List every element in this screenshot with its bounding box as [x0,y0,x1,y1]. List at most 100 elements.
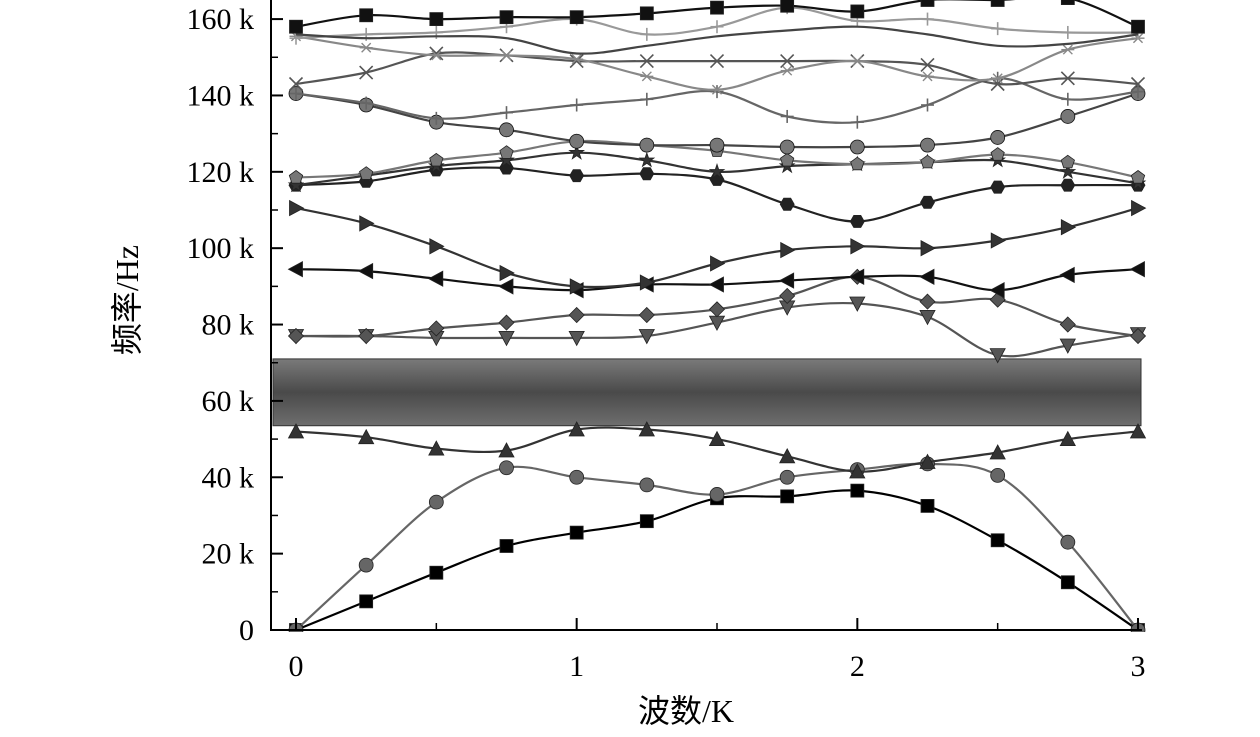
data-point [850,56,864,67]
data-point [920,499,935,513]
data-point [429,50,443,61]
data-point [710,0,724,15]
data-point [359,42,373,53]
data-point [639,477,655,493]
data-point [1131,199,1147,217]
data-point [1059,338,1076,354]
data-point [498,151,515,168]
data-point [1059,316,1076,333]
data-point [1060,109,1076,124]
data-point [709,487,725,502]
data-point [428,494,444,510]
y-tick-label: 140 k [187,79,255,112]
data-point [638,329,655,345]
data-point [849,214,865,228]
series-layer [287,0,1147,632]
data-point [1060,178,1076,192]
data-point [919,309,936,326]
data-point [359,215,375,232]
data-point [569,278,586,295]
data-point [709,137,725,153]
data-point [499,539,514,553]
data-point [428,320,445,337]
data-point [709,54,725,69]
series-11 [288,86,1146,155]
data-point [499,264,515,282]
data-point [920,195,935,209]
data-point [709,172,725,186]
band-gap [272,358,1142,427]
data-point [569,169,585,183]
data-point [429,111,443,125]
data-point [287,176,305,193]
band-gap-layer [272,358,1142,427]
data-point [989,282,1005,299]
data-point [287,261,303,278]
data-point [359,166,374,180]
data-point [779,287,796,304]
data-point [920,240,936,257]
data-point [990,467,1006,483]
data-point [991,22,1005,36]
data-point [359,96,373,110]
data-point [569,525,584,540]
data-point [850,238,866,255]
data-point [1059,266,1075,284]
y-tick-label: 160 k [187,3,255,36]
data-point [639,6,654,21]
data-point [920,0,935,7]
data-point [1059,430,1076,447]
data-point [1129,261,1145,278]
data-point [848,268,865,285]
data-point [1129,327,1147,345]
data-point [1060,154,1075,169]
data-point [499,10,514,25]
data-point [921,98,934,112]
data-point [289,19,303,34]
data-point [289,31,303,45]
data-point [990,533,1005,548]
data-point [1061,44,1075,55]
data-point [1129,423,1147,439]
data-point [1061,25,1075,39]
data-point [568,330,585,347]
data-point [920,154,935,169]
data-point [849,463,866,479]
data-point [850,4,865,19]
data-point [1060,219,1077,236]
data-point [429,565,444,580]
x-tick-label: 3 [1131,650,1146,683]
data-point [780,109,794,123]
data-point [289,199,305,217]
data-point [287,327,305,345]
data-point [1060,71,1075,86]
data-point [990,180,1006,194]
data-point [849,296,866,312]
data-point [427,270,444,287]
data-point [708,430,726,447]
data-point [568,143,586,160]
series-5 [287,268,1147,345]
data-point [289,87,303,101]
data-point [429,12,444,26]
data-point [919,453,936,469]
data-point [710,20,724,34]
data-point [919,268,935,285]
x-tick-label: 2 [850,650,865,683]
data-point [990,0,1005,7]
series-1 [289,483,1145,632]
data-point [708,163,726,179]
data-point [780,152,795,167]
data-point [358,557,374,573]
data-point [568,306,585,324]
y-tick-label: 20 k [202,538,255,571]
data-point [991,73,1005,84]
data-point [708,301,726,318]
data-point [499,460,514,476]
data-point [638,151,656,168]
y-tick-label: 120 k [187,156,255,189]
data-point [779,469,795,485]
x-axis-label: 波数/K [638,693,734,729]
data-point [989,348,1006,364]
data-point [639,54,654,69]
